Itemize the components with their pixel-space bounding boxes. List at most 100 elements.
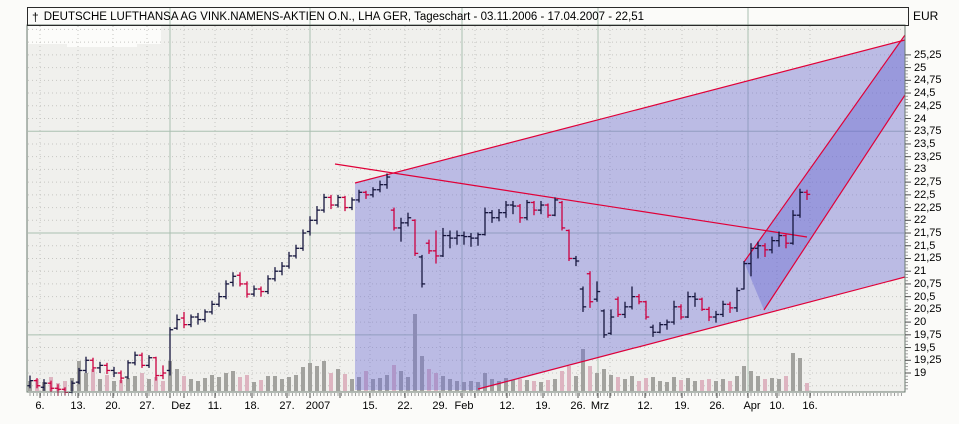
volume-bar	[560, 371, 564, 391]
volume-bar	[140, 373, 144, 391]
x-axis-label: 26.	[570, 400, 586, 412]
volume-bar	[217, 377, 221, 391]
volume-bar	[84, 373, 88, 391]
volume-bar	[196, 381, 200, 391]
volume-bar	[511, 380, 515, 391]
x-axis-label: 10.	[769, 400, 785, 412]
volume-bar	[385, 375, 389, 391]
volume-bar	[350, 379, 354, 391]
volume-bar	[294, 375, 298, 391]
volume-bar	[483, 373, 487, 391]
volume-bar	[329, 373, 333, 391]
y-axis-label: 25,25	[914, 48, 942, 61]
volume-bar	[602, 369, 606, 391]
x-axis-label: 27.	[279, 400, 295, 412]
y-axis-label: 21,75	[914, 227, 942, 240]
trend-line	[334, 163, 808, 238]
volume-bar	[448, 379, 452, 391]
y-axis-label: 23,5	[914, 137, 936, 150]
volume-bar	[658, 381, 662, 391]
volume-bar	[707, 379, 711, 391]
volume-bar	[630, 376, 634, 391]
y-axis-label: 20,75	[914, 277, 942, 290]
volume-bar	[749, 371, 753, 391]
volume-bar	[175, 369, 179, 391]
trend-line	[743, 34, 906, 263]
volume-bar	[742, 366, 746, 391]
y-axis-label: 19,75	[914, 328, 942, 341]
volume-bar	[119, 380, 123, 391]
x-axis-label: 19.	[674, 400, 690, 412]
volume-bar	[301, 367, 305, 391]
volume-bar	[147, 379, 151, 391]
volume-bar	[112, 381, 116, 391]
volume-bar	[756, 376, 760, 391]
trend-line	[354, 39, 906, 184]
x-axis-label: 16.	[802, 400, 818, 412]
y-axis-label: 22	[914, 214, 927, 227]
volume-bar	[595, 373, 599, 391]
volume-bar	[420, 356, 424, 391]
x-axis-label: 13.	[70, 400, 86, 412]
volume-bar	[476, 382, 480, 391]
volume-bar	[644, 378, 648, 391]
volume-bar	[525, 380, 529, 391]
y-axis-label: 20,25	[914, 303, 942, 316]
x-axis-label: 6.	[35, 400, 45, 412]
volume-bar	[161, 381, 165, 391]
volume-bar	[679, 380, 683, 391]
volume-bar	[210, 375, 214, 391]
volume-bar	[539, 382, 543, 391]
volume-bar	[280, 379, 284, 391]
trend-line	[477, 276, 906, 390]
chart-title-bar: † DEUTSCHE LUFTHANSA AG VINK.NAMENS-AKTI…	[27, 7, 909, 26]
volume-bar	[770, 378, 774, 391]
volume-bar	[315, 366, 319, 391]
volume-bar	[203, 378, 207, 391]
currency-label: EUR	[913, 9, 939, 23]
y-axis-label: 23,25	[914, 150, 942, 163]
volume-bar	[308, 363, 312, 391]
x-axis-label: 29.	[432, 400, 448, 412]
volume-bar	[441, 376, 445, 391]
volume-bar	[651, 377, 655, 391]
y-axis-label: 19,25	[914, 354, 942, 367]
volume-bar	[231, 371, 235, 391]
x-axis-label: 26.	[709, 400, 725, 412]
volume-bar	[777, 379, 781, 391]
volume-bar	[504, 378, 508, 391]
plot-background	[27, 25, 905, 392]
volume-bar	[427, 369, 431, 391]
volume-bar	[357, 377, 361, 391]
volume-bar	[105, 375, 109, 391]
x-axis-label: Apr	[743, 400, 761, 412]
x-axis-label: 11.	[207, 400, 223, 412]
x-axis-label: 19.	[535, 400, 551, 412]
volume-bar	[273, 376, 277, 391]
white-patch	[67, 39, 137, 47]
volume-bar	[700, 380, 704, 391]
x-axis-label: 22.	[397, 400, 413, 412]
volume-bar	[616, 377, 620, 391]
volume-bar	[581, 349, 585, 391]
y-axis-label: 24,25	[914, 99, 942, 112]
volume-bar	[623, 379, 627, 391]
y-axis-label: 21,5	[914, 239, 936, 252]
volume-bar	[462, 382, 466, 391]
volume-bar	[728, 381, 732, 391]
volume-bar	[399, 371, 403, 391]
y-axis-label: 20,5	[914, 290, 936, 303]
y-axis-label: 25	[914, 61, 927, 74]
x-axis-label: 15.	[362, 400, 378, 412]
volume-bar	[133, 376, 137, 391]
x-axis-label: 27.	[139, 400, 155, 412]
volume-bar	[672, 377, 676, 391]
volume-bar	[763, 379, 767, 391]
volume-bar	[574, 376, 578, 391]
volume-bar	[609, 375, 613, 391]
volume-bar	[693, 381, 697, 391]
y-axis-label: 20	[914, 316, 927, 329]
volume-bar	[182, 376, 186, 391]
